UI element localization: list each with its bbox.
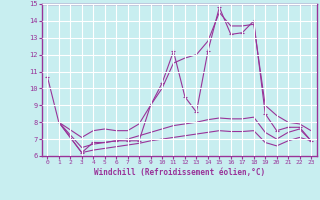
X-axis label: Windchill (Refroidissement éolien,°C): Windchill (Refroidissement éolien,°C) bbox=[94, 168, 265, 177]
